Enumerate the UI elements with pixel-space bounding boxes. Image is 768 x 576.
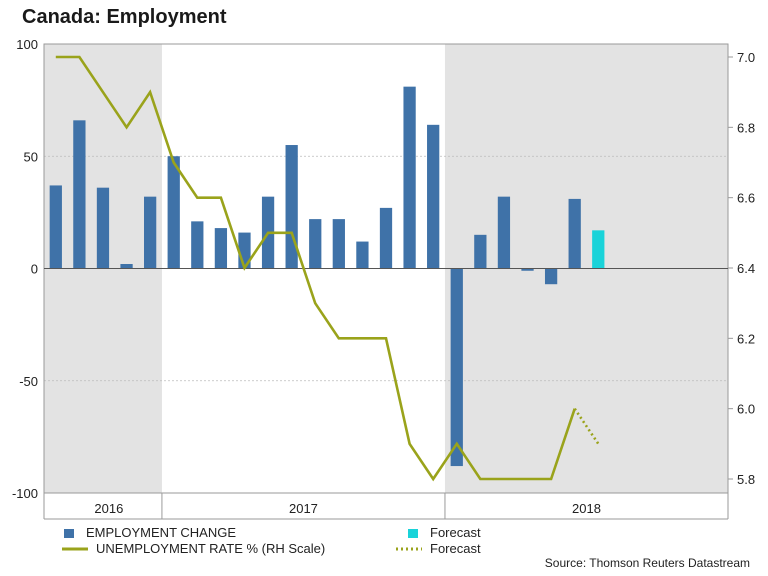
employment-bar [309, 219, 322, 269]
year-label: 2016 [94, 501, 123, 516]
legend-forecast-line: Forecast [396, 541, 481, 556]
legend-employment-change: EMPLOYMENT CHANGE [62, 525, 236, 540]
left-tick-label: -50 [19, 374, 38, 389]
employment-bar [474, 234, 487, 269]
employment-bar [73, 120, 86, 269]
employment-bar [96, 187, 110, 269]
legend-label: Forecast [430, 541, 481, 556]
forecast-rate-line [573, 407, 600, 445]
employment-bar [285, 145, 298, 269]
employment-bar [214, 228, 228, 269]
line-swatch-icon [62, 547, 88, 550]
employment-bar [144, 196, 157, 269]
chart-title: Canada: Employment [22, 6, 227, 28]
right-tick-label: 6.8 [737, 120, 755, 135]
source-note: Source: Thomson Reuters Datastream [544, 556, 750, 570]
legend-label: Forecast [430, 525, 481, 540]
year-label: 2017 [289, 501, 318, 516]
left-tick-label: 100 [16, 37, 38, 52]
right-tick-label: 5.8 [737, 472, 755, 487]
employment-bar [120, 264, 133, 269]
year-label: 2018 [572, 501, 601, 516]
legend-label: EMPLOYMENT CHANGE [86, 525, 237, 540]
employment-bar [568, 198, 581, 269]
employment-bar [191, 221, 204, 269]
employment-bar [379, 207, 393, 269]
right-tick-label: 6.6 [737, 191, 755, 206]
employment-bar [403, 86, 416, 269]
forecast-bar [592, 230, 605, 269]
left-tick-label: -100 [12, 486, 38, 501]
legend-unemployment-rate: UNEMPLOYMENT RATE % (RH Scale) [62, 541, 325, 556]
right-tick-label: 6.2 [737, 331, 755, 346]
left-tick-label: 0 [31, 262, 38, 277]
unemployment-rate-line [55, 55, 576, 482]
dotted-line-swatch-icon [396, 547, 422, 550]
employment-bar [544, 268, 558, 285]
employment-bar [497, 196, 511, 269]
right-tick-label: 7.0 [737, 50, 755, 65]
bar-swatch-icon [408, 528, 418, 538]
employment-bar [167, 156, 180, 269]
right-tick-label: 6.0 [737, 402, 755, 417]
legend-forecast-bar: Forecast [396, 525, 481, 540]
bar-swatch-icon [64, 528, 74, 538]
employment-bar [427, 124, 440, 269]
employment-bar [332, 219, 345, 269]
employment-bar [49, 185, 62, 269]
legend-label: UNEMPLOYMENT RATE % (RH Scale) [96, 541, 326, 556]
employment-bar [450, 268, 463, 467]
left-tick-label: 50 [24, 149, 38, 164]
employment-bar [521, 268, 534, 271]
employment-bar [356, 241, 369, 269]
right-tick-label: 6.4 [737, 261, 755, 276]
